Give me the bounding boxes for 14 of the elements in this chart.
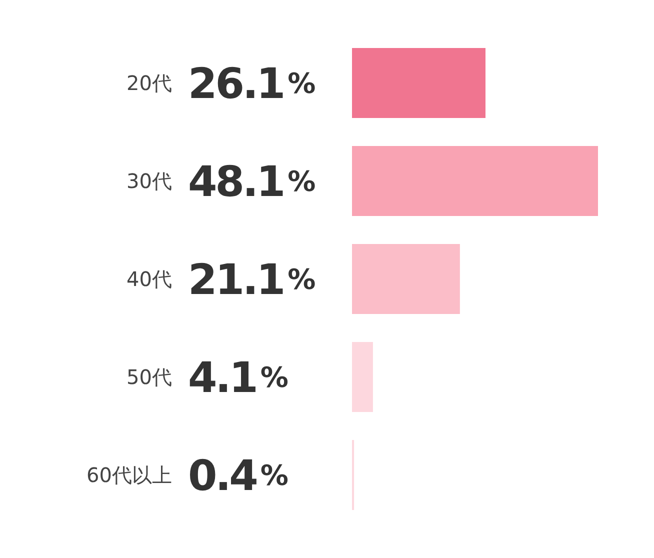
y-tick-label: 60代以上 bbox=[86, 463, 172, 487]
y-tick-label: 40代 bbox=[126, 267, 172, 291]
data-label: 0.4% bbox=[188, 450, 288, 500]
data-label: 4.1% bbox=[188, 352, 288, 402]
data-label: 21.1% bbox=[188, 254, 316, 304]
y-tick-label: 30代 bbox=[126, 169, 172, 193]
y-tick-label: 50代 bbox=[126, 365, 172, 389]
y-tick-label: 20代 bbox=[126, 71, 172, 95]
bar bbox=[352, 146, 598, 216]
data-label: 48.1% bbox=[188, 156, 316, 206]
data-label: 26.1% bbox=[188, 58, 316, 108]
bar bbox=[352, 244, 460, 314]
bar bbox=[352, 48, 486, 118]
bar bbox=[352, 342, 373, 412]
